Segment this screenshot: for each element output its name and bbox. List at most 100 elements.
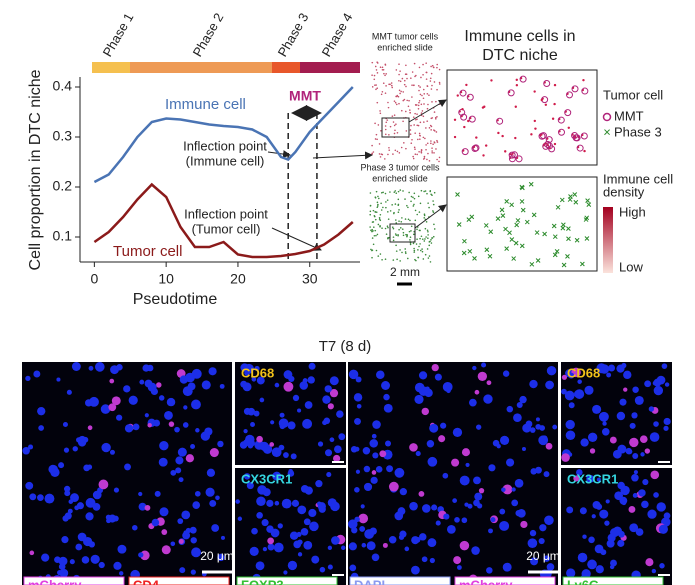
y-axis-label: Cell proportion in DTC niche (27, 69, 44, 270)
zoom-ring (519, 75, 527, 83)
slide-dot (427, 103, 429, 106)
slide-dot (419, 249, 422, 252)
nucleus (459, 475, 470, 486)
slide-dot (373, 226, 375, 228)
slide-dot (430, 65, 432, 68)
zoom-cross (580, 261, 585, 267)
slide-dot (401, 217, 403, 219)
nucleus (356, 403, 362, 409)
zoom-cross (565, 253, 570, 259)
slide-dot (373, 74, 376, 77)
slide-dot (393, 124, 396, 127)
nucleus (411, 565, 420, 575)
nucleus (88, 365, 94, 371)
slide-dot (371, 237, 374, 239)
nucleus (189, 526, 197, 534)
nucleus (183, 405, 188, 410)
nucleus (62, 421, 68, 427)
slide-dot (418, 101, 420, 104)
nucleus (256, 376, 265, 385)
slide-dot (427, 202, 429, 204)
slide-dot (408, 99, 410, 102)
nucleus (596, 477, 601, 482)
nucleus (175, 456, 184, 465)
slide-dot (406, 77, 408, 80)
slide-dot (397, 198, 400, 201)
nucleus (269, 442, 275, 447)
nucleus (478, 488, 485, 494)
slide-dot (402, 234, 405, 237)
slide-dot (408, 191, 410, 194)
slide-dot (397, 190, 400, 193)
slide-dot (409, 109, 411, 111)
zoom-cross (559, 197, 565, 203)
nucleus (388, 535, 397, 544)
zoom-dot (504, 150, 507, 153)
slide-dot (420, 76, 422, 79)
nucleus (266, 525, 274, 533)
zoom-points (453, 75, 592, 268)
nucleus (219, 383, 225, 389)
slide-dot (428, 94, 430, 97)
slide-dot (379, 253, 382, 255)
nucleus (75, 543, 83, 551)
slide-dot (422, 158, 425, 160)
phase-label: Phase 2 (190, 10, 227, 59)
nucleus (259, 441, 269, 451)
nucleus (37, 494, 44, 501)
nucleus (161, 529, 168, 535)
nucleus (561, 453, 570, 462)
slide-dot (424, 253, 427, 256)
nucleus (361, 542, 367, 548)
slide-dot (431, 84, 433, 87)
nucleus (539, 524, 547, 532)
zoom-cross (466, 217, 472, 223)
slide-dot (393, 212, 395, 215)
slide-dot (413, 124, 415, 126)
slide-label: Phase 3 tumor cells (360, 162, 440, 172)
nucleus (262, 547, 268, 552)
nucleus (242, 382, 252, 392)
nucleus (319, 566, 326, 573)
nucleus (204, 427, 213, 436)
nucleus (397, 507, 406, 516)
slide-dot (385, 206, 387, 209)
slide-dot (384, 227, 387, 230)
nucleus (371, 553, 380, 562)
nucleus (659, 563, 665, 569)
nucleus (67, 508, 73, 514)
slide-dot (410, 124, 412, 127)
nucleus (181, 510, 191, 520)
nucleus (33, 370, 41, 378)
nucleus (606, 372, 612, 378)
slide-dot (426, 248, 429, 250)
nucleus (100, 404, 111, 414)
slide-dot (421, 248, 423, 250)
nucleus (399, 487, 407, 496)
zoom-cross (456, 222, 462, 227)
slide-dot (433, 228, 436, 230)
slide-dot (419, 86, 421, 88)
slide-dot (399, 227, 402, 229)
zoom-dot (497, 131, 500, 135)
nucleus (64, 490, 71, 497)
nucleus (299, 381, 309, 390)
arrow (414, 204, 447, 229)
zoom-cross (509, 202, 515, 208)
nucleus (195, 428, 200, 433)
slide-label: enriched slide (372, 173, 428, 183)
slide-dot (397, 234, 399, 236)
zoom-ring (496, 117, 504, 125)
slide-dot (375, 88, 377, 91)
nucleus (421, 407, 429, 416)
nucleus (81, 556, 90, 564)
zoom-cross (488, 229, 494, 235)
nucleus (661, 363, 668, 369)
nucleus (663, 425, 669, 431)
slide-dot (392, 239, 395, 242)
nucleus (469, 398, 477, 407)
slide-dot (375, 133, 378, 136)
slide-dot (376, 206, 379, 209)
nucleus (459, 540, 470, 551)
